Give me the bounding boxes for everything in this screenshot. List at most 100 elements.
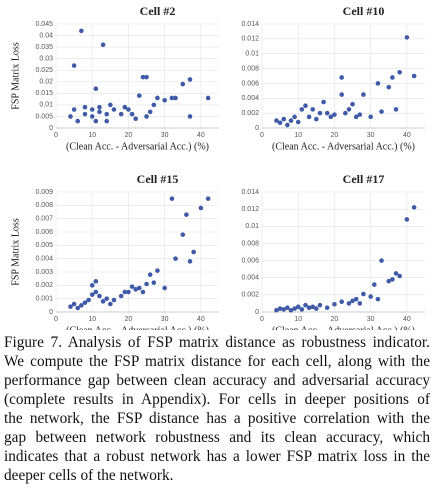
- y-tick-label: 0: [255, 125, 259, 132]
- point: [93, 289, 99, 295]
- y-tick-label: 0.012: [241, 36, 259, 43]
- point: [71, 301, 77, 307]
- y-tick-label: 0.03: [39, 56, 53, 63]
- point: [332, 301, 337, 307]
- caption-line: gap between network robustness and its c…: [4, 429, 430, 446]
- y-tick-label: 0.009: [35, 189, 53, 196]
- point: [89, 283, 95, 288]
- point: [386, 84, 392, 90]
- y-tick-label: 0.04: [39, 32, 53, 39]
- y-tick-label: 0.006: [241, 80, 259, 87]
- point: [292, 114, 297, 120]
- point: [169, 196, 175, 201]
- y-tick-label: 0.004: [241, 95, 259, 102]
- point: [173, 95, 178, 101]
- point: [108, 301, 113, 307]
- point: [390, 75, 395, 80]
- point: [310, 304, 316, 310]
- x-tick-label: 40: [403, 316, 411, 323]
- point: [343, 110, 348, 116]
- point: [79, 28, 84, 34]
- point: [277, 306, 283, 311]
- point: [122, 104, 128, 110]
- point: [295, 119, 301, 125]
- x-tick-label: 40: [403, 132, 411, 139]
- y-tick-label: 0.008: [241, 240, 259, 247]
- caption-line: We compute the FSP matrix distance for e…: [4, 353, 430, 370]
- chart-title: Cell #2: [140, 4, 176, 18]
- point: [86, 297, 91, 303]
- caption-line: (complete results in Appendix). For cell…: [4, 391, 430, 408]
- point: [346, 107, 352, 112]
- point: [353, 114, 359, 120]
- x-tick-label: 30: [161, 132, 169, 139]
- chart-title: Cell #15: [137, 172, 179, 186]
- point: [151, 102, 157, 108]
- point: [397, 69, 402, 75]
- point: [274, 307, 279, 313]
- caption-line: the network, the FSP distance has a posi…: [4, 410, 430, 427]
- point: [274, 118, 279, 123]
- x-tick-label: 10: [88, 132, 96, 139]
- x-axis-label: (Clean Acc. - Adversarial Acc.) (%): [272, 325, 415, 330]
- point: [375, 81, 381, 86]
- point: [317, 302, 323, 308]
- point: [306, 305, 312, 311]
- x-tick-label: 0: [260, 132, 264, 139]
- point: [82, 104, 88, 110]
- x-tick-label: 30: [367, 132, 375, 139]
- point: [306, 114, 312, 120]
- point: [404, 217, 410, 222]
- y-tick-label: 0.008: [35, 202, 53, 209]
- point: [100, 299, 106, 304]
- x-tick-label: 20: [331, 132, 339, 139]
- point: [350, 298, 355, 304]
- figure: 0 0.005 0.01 0.015 0.02 0.025 0.03 0.035 0.04 0.0…: [10, 4, 425, 330]
- point: [133, 287, 138, 292]
- point: [339, 92, 344, 97]
- y-tick-label: 0: [49, 125, 53, 132]
- x-tick-label: 20: [331, 316, 339, 323]
- point: [111, 107, 117, 112]
- point: [155, 268, 160, 273]
- point: [79, 303, 84, 308]
- point: [411, 73, 417, 79]
- point: [108, 102, 113, 108]
- x-tick-label: 40: [197, 132, 205, 139]
- point: [71, 107, 77, 112]
- point: [89, 292, 95, 297]
- point: [187, 77, 193, 82]
- point: [68, 114, 73, 119]
- point: [368, 294, 373, 299]
- point: [129, 284, 135, 289]
- point: [184, 212, 189, 217]
- point: [144, 114, 149, 119]
- point: [97, 104, 102, 110]
- point: [397, 273, 402, 279]
- point: [133, 116, 138, 122]
- point: [299, 307, 305, 312]
- x-tick-label: 0: [260, 316, 264, 323]
- point: [379, 258, 384, 263]
- point: [68, 304, 73, 309]
- point: [371, 282, 377, 287]
- x-axis-label: (Clean Acc. - Adversarial Acc.) (%): [66, 325, 209, 330]
- caption-line: performance gap between clean accuracy a…: [4, 372, 430, 389]
- point: [140, 289, 146, 295]
- y-tick-label: 0: [49, 309, 53, 316]
- point: [285, 122, 290, 128]
- point: [147, 272, 153, 277]
- point: [187, 259, 193, 264]
- y-tick-label: 0.002: [241, 292, 259, 299]
- point: [169, 95, 175, 101]
- point: [303, 103, 308, 109]
- y-tick-label: 0.006: [35, 229, 53, 236]
- point: [411, 205, 417, 210]
- y-tick-label: 0.004: [241, 275, 259, 282]
- y-tick-label: 0.01: [245, 223, 259, 230]
- point: [390, 277, 395, 282]
- y-tick-label: 0.002: [241, 110, 259, 117]
- point: [100, 42, 106, 48]
- point: [137, 285, 142, 291]
- point: [357, 301, 363, 306]
